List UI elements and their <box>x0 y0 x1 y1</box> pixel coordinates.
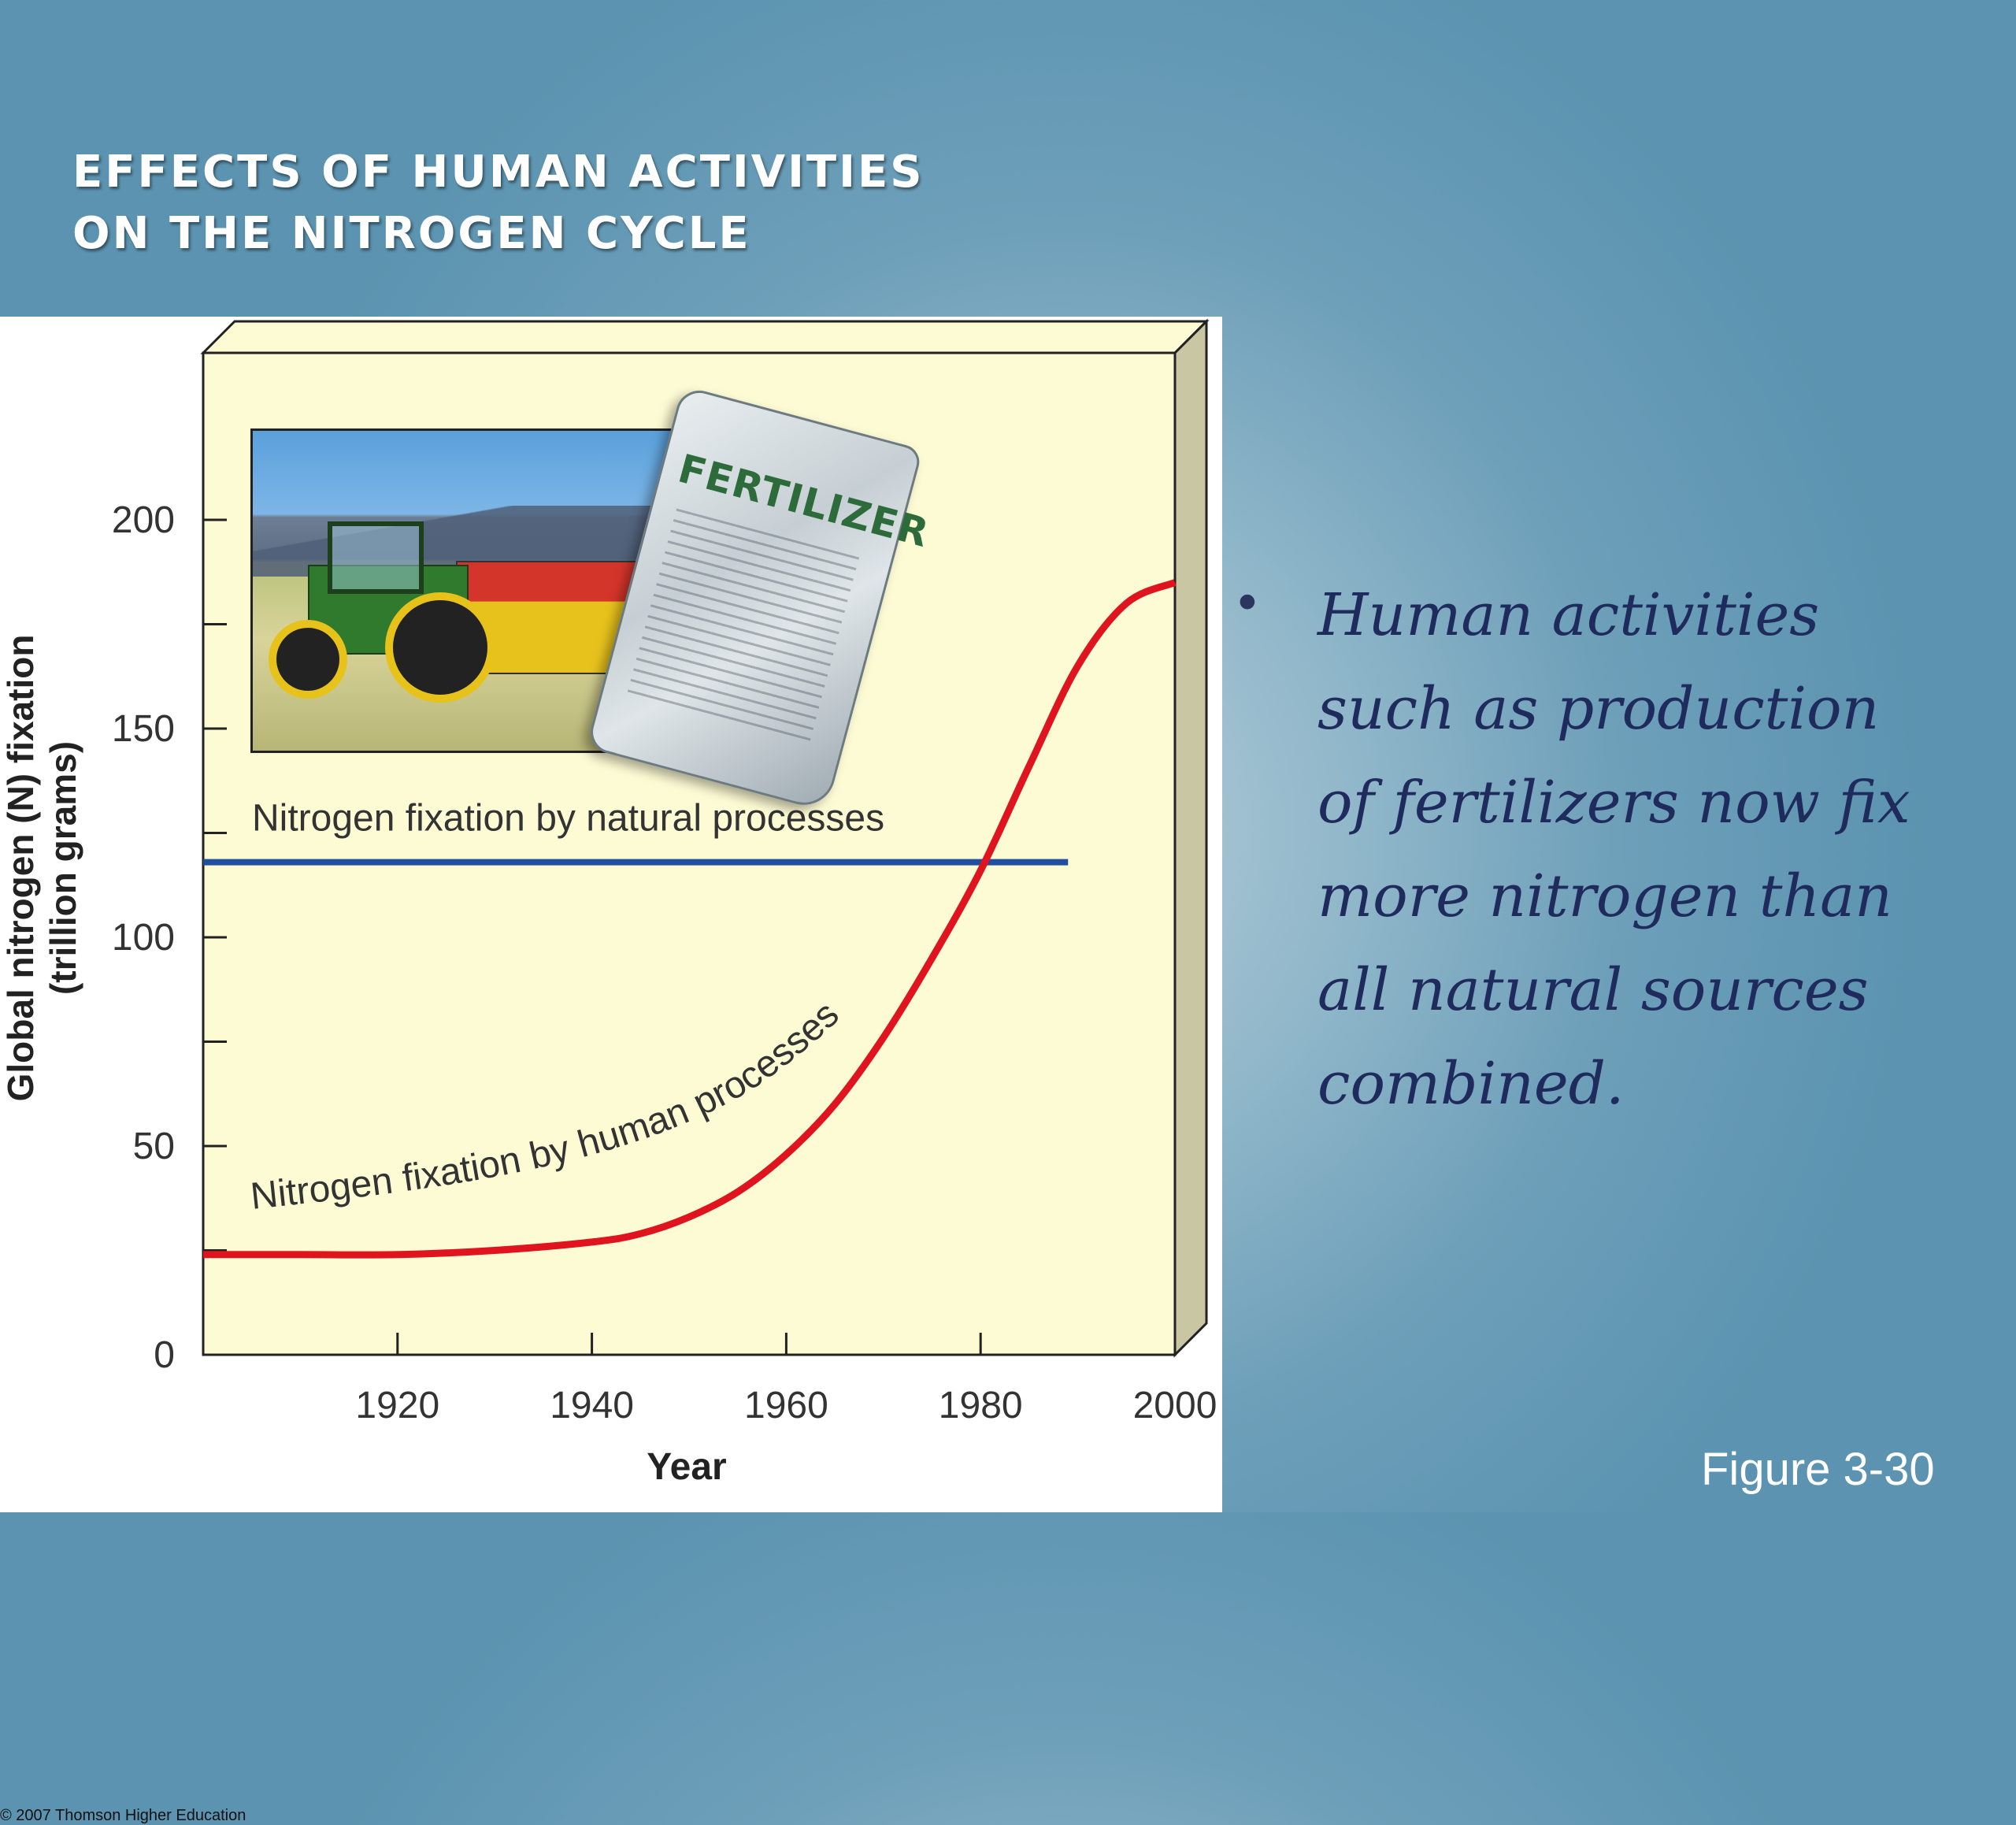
slide-title-line-2: ON THE NITROGEN CYCLE <box>72 208 751 259</box>
tractor-cab-shape <box>328 521 424 594</box>
series-human-line <box>202 579 1177 1259</box>
slide-title-line-1: EFFECTS OF HUMAN ACTIVITIES <box>72 147 925 198</box>
x-tick-label: 1980 <box>939 1385 1023 1426</box>
y-tick-label: 200 <box>112 499 175 541</box>
y-tick-label: 50 <box>133 1126 175 1167</box>
y-tick-label: 100 <box>112 917 175 959</box>
x-tick-label: 1960 <box>744 1385 828 1426</box>
tractor-wheel <box>269 620 347 699</box>
chart-box-top <box>200 320 1210 354</box>
chart-box-side <box>1173 318 1208 1358</box>
fertilizer-bag-fine-print <box>625 508 860 748</box>
tractor-wheel <box>385 592 495 703</box>
slide-title: EFFECTS OF HUMAN ACTIVITIES ON THE NITRO… <box>72 142 925 265</box>
series-natural-label: Nitrogen fixation by natural processes <box>252 798 884 840</box>
y-tick-label: 150 <box>112 708 175 750</box>
y-axis-label: Global nitrogen (N) fixation <box>0 635 41 1102</box>
series-lines <box>202 579 1177 1259</box>
bullet-text: Human activities such as production of f… <box>1317 581 1910 1118</box>
figure-panel: 0 50 100 150 200 1920 1940 1960 1980 2000 Year Glob… <box>0 317 1222 1824</box>
bullet-icon: • <box>1232 575 1262 633</box>
figure-caption: Figure 3-30 <box>1701 1444 1935 1495</box>
x-tick-label: 1940 <box>550 1385 634 1426</box>
axis-ticks <box>203 518 982 1356</box>
y-tick-label: 0 <box>154 1334 175 1376</box>
x-axis-label: Year <box>647 1446 726 1488</box>
x-tick-label: 1920 <box>355 1385 439 1426</box>
x-tick-label: 2000 <box>1133 1385 1217 1426</box>
copyright-notice: © 2007 Thomson Higher Education <box>0 1807 246 1824</box>
y-axis-unit-label: (trillion grams) <box>43 741 83 995</box>
